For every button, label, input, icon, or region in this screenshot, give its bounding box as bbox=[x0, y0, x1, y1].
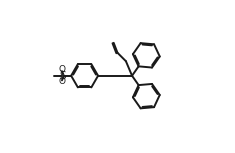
Text: O: O bbox=[59, 65, 66, 74]
Text: S: S bbox=[60, 71, 67, 81]
Text: O: O bbox=[59, 77, 66, 86]
